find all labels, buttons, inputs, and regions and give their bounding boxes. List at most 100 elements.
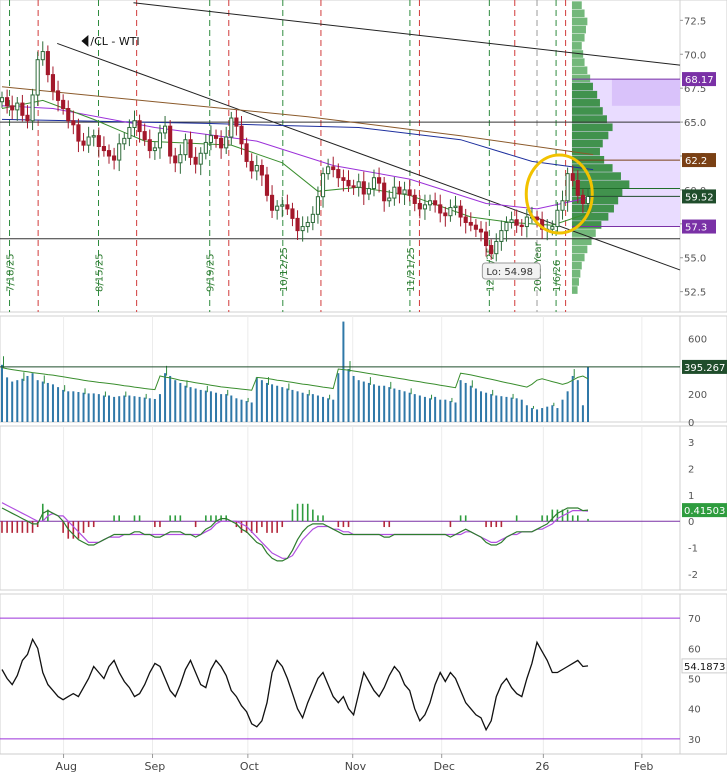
volume-bar [485,392,488,422]
price-tag-label-box [682,153,716,168]
volume-average-line [1,367,589,391]
candle-body [443,212,448,217]
volume-profile-bin [571,278,579,286]
candle-body [305,221,310,228]
candle-body [458,205,463,218]
candle-body [504,221,509,232]
volume-bar [250,402,253,422]
candle-body [433,200,438,206]
candle-body [106,150,112,157]
volume-profile-bin [571,58,585,66]
candle-body [570,173,575,181]
low-annotation-box [481,262,541,280]
volume-bar [429,398,432,422]
volume-profile-bin [571,253,585,262]
volume-bar [123,395,126,422]
volume-profile-bin [571,74,591,83]
trendline [57,42,681,271]
x-axis-tick-label: Dec [434,760,455,773]
volume-bar [276,385,279,422]
candle-body [15,102,20,111]
volume-profile-bin [571,172,621,180]
candle-body [361,181,366,195]
volume-bar [398,389,401,422]
price-axis-tick: 67.5 [684,84,706,95]
candle-body [244,143,249,162]
volume-profile-bin [571,269,581,278]
candle-body [203,141,208,154]
trendline [133,2,681,66]
candle-body [387,197,392,202]
candle-body [254,164,259,172]
volume-profile-bin [571,66,588,75]
macd-axis-tick: -2 [688,570,698,581]
candle-body [356,181,361,188]
candle-body [101,146,106,152]
candle-body [366,188,371,195]
price-tag-label-box [682,219,716,234]
volume-bar [322,396,325,422]
volume-bar [1,364,3,422]
last-close-label: 59.52 [685,192,714,203]
volume-bar [31,373,34,422]
volume-profile-bin [571,1,582,9]
symbol-marker-icon [81,35,89,47]
volume-bar [92,393,95,422]
candle-body [575,179,580,196]
candle-body [224,136,229,149]
rsi-axis-tick: 60 [688,644,701,655]
candle-body [494,240,499,255]
volume-bar [36,380,39,422]
volume-bar [347,369,350,422]
volume-bar [82,392,85,422]
volume-bar [556,408,559,422]
volume-profile-bin [571,9,585,18]
volume-bar [500,396,503,422]
candle-body [10,105,15,111]
candle-body [560,200,565,211]
rsi-line [1,637,589,732]
volume-profile-bin [571,229,596,237]
candle-body [382,182,387,202]
macd-axis-tick: 1 [688,491,694,502]
volume-bar [393,388,396,422]
candle-body [193,156,198,165]
volume-profile-bin [571,123,613,132]
candle-body [25,114,30,122]
volume-bar [418,395,421,422]
volume-bar [561,399,564,422]
candle-body [427,200,433,206]
macd-axis-tick: 3 [688,438,694,449]
volume-bar [444,399,447,422]
price-tag-label-box [682,72,716,87]
candle-body [300,226,305,232]
date-marker-label: 9/19/25 [206,253,217,292]
candle-body [219,137,224,149]
volume-bar [383,385,386,422]
price-axis-tick: 52.5 [684,288,706,299]
price-tag-label: 68.17 [685,75,714,86]
candle-body [448,207,453,217]
volume-bar [423,396,426,422]
volume-profile-bin [571,131,609,140]
candle-body [524,216,529,228]
volume-bar [281,387,284,422]
candle-body [183,139,188,156]
volume-bar [184,385,187,422]
volume-bar [153,398,156,422]
volume-bar [459,380,462,422]
volume-bar [46,382,49,422]
volume-bar [474,388,477,422]
volume-bar [41,381,44,422]
symbol-label: /CL - WTI [90,35,139,48]
candle-body [412,194,417,204]
volume-bar [108,395,111,422]
candle-body [213,135,219,139]
volume-bar [11,381,14,422]
candle-body [61,99,66,110]
x-axis-tick-label: Nov [345,760,367,773]
volume-profile-bin [571,33,585,42]
volume-bar [469,385,472,422]
